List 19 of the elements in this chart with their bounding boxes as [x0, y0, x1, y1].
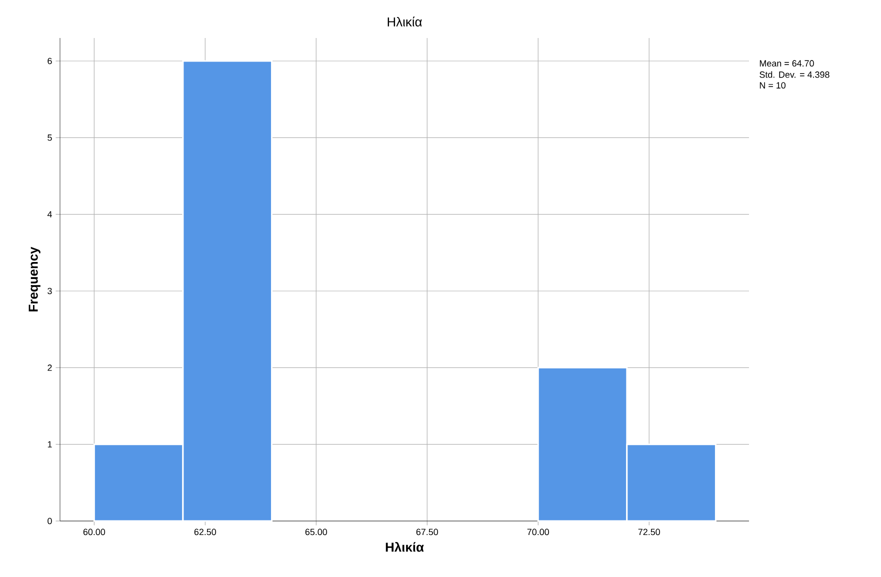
x-tick-label: 67.50: [416, 528, 438, 536]
x-tick-label: 60.00: [83, 528, 106, 536]
y-tick-label: 6: [48, 58, 52, 64]
text: Mean = 64.70: [760, 60, 814, 67]
y-axis-title: Frequency: [28, 246, 40, 312]
x-tick-label: 62.50: [194, 528, 216, 536]
x-tick-label: 72.50: [638, 528, 660, 536]
y-tick-label: 1: [48, 441, 52, 448]
y-tick-label: 3: [48, 288, 52, 294]
x-axis-title: Ηλικία: [386, 542, 424, 552]
y-tick-label: 2: [48, 364, 52, 371]
x-tick-label: 70.00: [527, 528, 550, 536]
text: N = 10: [760, 82, 786, 89]
y-tick-label: 4: [47, 211, 52, 218]
y-tick-label: 0: [48, 518, 52, 524]
text: Std. Dev. = 4.398: [760, 71, 830, 78]
chart-title: Ηλικία: [388, 16, 422, 26]
y-tick-label: 5: [48, 134, 52, 141]
x-tick-label: 65.00: [305, 528, 328, 536]
